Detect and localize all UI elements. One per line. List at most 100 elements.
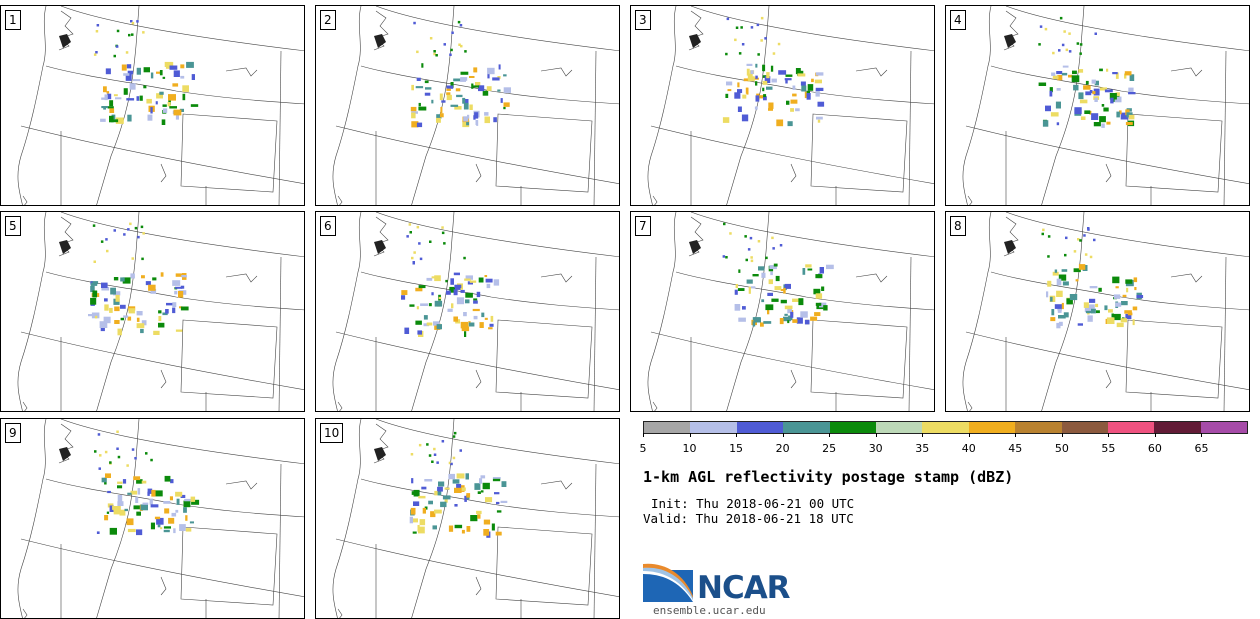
reflectivity-cell [172, 307, 176, 314]
reflectivity-cell [104, 94, 108, 101]
reflectivity-cell [807, 268, 813, 271]
reflectivity-cell [784, 283, 791, 289]
reflectivity-cell [740, 26, 743, 29]
reflectivity-cell [101, 287, 110, 291]
reflectivity-cell [147, 114, 153, 121]
reflectivity-cell [480, 475, 486, 479]
reflectivity-cell [180, 75, 185, 79]
reflectivity-cell [173, 109, 182, 116]
reflectivity-cell [453, 289, 458, 296]
reflectivity-cell [167, 102, 171, 107]
colorbar-segment [690, 422, 737, 433]
colorbar-tick-label: 10 [682, 442, 697, 455]
reflectivity-cell [142, 31, 145, 34]
reflectivity-cell [412, 531, 417, 534]
reflectivity-cell [107, 93, 112, 100]
reflectivity-cell [426, 443, 429, 446]
reflectivity-cell [476, 291, 481, 298]
colorbar-tick-label: 5 [639, 442, 647, 455]
reflectivity-cell [766, 86, 773, 90]
reflectivity-cell [763, 321, 772, 324]
reflectivity-cell [761, 272, 766, 278]
reflectivity-cell [104, 450, 108, 454]
reflectivity-cell [91, 312, 100, 319]
reflectivity-cell [409, 516, 413, 524]
reflectivity-cell [762, 80, 768, 85]
reflectivity-cell [741, 114, 749, 122]
reflectivity-cell [764, 76, 771, 83]
reflectivity-cell [159, 70, 163, 76]
reflectivity-cell [125, 51, 129, 54]
colorbar-tick-label: 60 [1147, 442, 1162, 455]
reflectivity-cell [106, 91, 110, 94]
reflectivity-cell [114, 320, 120, 324]
reflectivity-cell [156, 517, 164, 525]
reflectivity-cell [750, 259, 754, 263]
reflectivity-cell [173, 528, 176, 534]
reflectivity-cell [814, 79, 822, 84]
reflectivity-cell [1074, 107, 1082, 115]
reflectivity-cell [482, 482, 490, 490]
reflectivity-cell [484, 275, 488, 278]
reflectivity-cell [735, 284, 738, 289]
reflectivity-cell [726, 81, 733, 86]
reflectivity-cell [90, 297, 97, 305]
reflectivity-cell [170, 479, 174, 484]
reflectivity-cell [442, 495, 451, 500]
reflectivity-cell [421, 486, 427, 490]
reflectivity-cell [475, 120, 478, 125]
reflectivity-cell [109, 505, 114, 512]
reflectivity-cell [183, 500, 191, 508]
colorbar-tick-mark [968, 433, 970, 437]
reflectivity-cell [409, 231, 412, 234]
reflectivity-cell [140, 225, 144, 229]
reflectivity-cell [784, 305, 793, 310]
reflectivity-cell [129, 83, 136, 90]
reflectivity-cell [1134, 287, 1137, 291]
reflectivity-cell [428, 500, 433, 505]
reflectivity-cell [492, 77, 500, 81]
reflectivity-cell [780, 299, 787, 304]
reflectivity-cell [752, 321, 756, 327]
reflectivity-cell [1054, 304, 1063, 309]
reflectivity-cell [1065, 48, 1069, 52]
reflectivity-cell [180, 494, 186, 498]
reflectivity-cell [416, 306, 419, 310]
reflectivity-cell [493, 117, 497, 123]
reflectivity-cell [784, 78, 792, 81]
reflectivity-cell [411, 84, 414, 91]
reflectivity-cell [107, 106, 114, 109]
reflectivity-cell [114, 306, 120, 312]
reflectivity-cell [466, 120, 470, 126]
reflectivity-cell [485, 497, 493, 503]
reflectivity-cell [162, 108, 168, 113]
reflectivity-cell [172, 83, 179, 87]
reflectivity-cell [1091, 79, 1096, 84]
colorbar-tick-label: 15 [729, 442, 744, 455]
reflectivity-cell [455, 88, 461, 92]
reflectivity-cell [449, 286, 457, 293]
reflectivity-cell [429, 240, 432, 243]
reflectivity-cell [757, 53, 760, 56]
reflectivity-cell [494, 492, 500, 495]
reflectivity-cell [141, 320, 147, 326]
reflectivity-cell [770, 65, 774, 72]
reflectivity-cell [1124, 71, 1132, 76]
reflectivity-cell [787, 121, 793, 127]
reflectivity-cell [1084, 253, 1088, 256]
reflectivity-cell [104, 515, 109, 521]
reflectivity-cell [174, 290, 178, 295]
reflectivity-cell [737, 82, 740, 88]
reflectivity-cell [790, 108, 794, 112]
reflectivity-cell [1108, 309, 1113, 313]
reflectivity-cell [411, 112, 416, 119]
reflectivity-cell [1056, 122, 1060, 126]
reflectivity-cell [492, 477, 501, 480]
reflectivity-cell [801, 85, 807, 92]
reflectivity-cell [1111, 313, 1114, 318]
reflectivity-cell [821, 286, 825, 291]
reflectivity-cell [90, 282, 98, 286]
member-label: 3 [635, 10, 651, 30]
reflectivity-cell [418, 285, 426, 289]
reflectivity-cell [435, 54, 438, 57]
